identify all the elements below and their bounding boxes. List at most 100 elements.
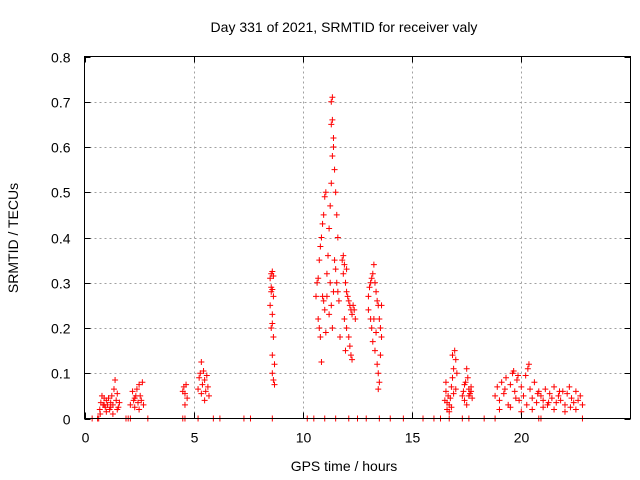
data-point (498, 379, 505, 386)
data-point (334, 234, 341, 241)
data-point (270, 377, 277, 384)
data-point (205, 392, 212, 399)
data-point (377, 325, 384, 331)
data-point (116, 399, 123, 406)
data-point (103, 408, 110, 415)
data-point (341, 315, 348, 322)
data-point (341, 261, 348, 268)
data-point (267, 275, 274, 282)
data-point (365, 293, 372, 300)
data-point (368, 325, 375, 331)
data-point (542, 386, 549, 393)
data-point (465, 392, 472, 399)
data-point (131, 404, 138, 411)
data-point (327, 202, 334, 209)
data-point (496, 397, 503, 404)
data-point (347, 352, 354, 359)
data-point (329, 116, 336, 123)
data-point (371, 347, 378, 354)
data-point (197, 370, 204, 377)
data-point (333, 211, 340, 218)
data-point (377, 352, 384, 359)
y-tick-label: 0.4 (51, 231, 71, 247)
data-point (507, 381, 514, 388)
data-point (337, 334, 344, 341)
data-point (370, 261, 377, 268)
data-point (351, 306, 358, 313)
data-point (453, 370, 460, 377)
data-point (575, 397, 582, 404)
data-point (329, 325, 336, 331)
y-axis-label: SRMTID / TECUs (5, 183, 21, 293)
data-point (331, 166, 338, 173)
data-point (561, 408, 568, 415)
data-point (313, 293, 320, 300)
data-point (375, 370, 382, 377)
data-point (546, 390, 553, 397)
data-point (270, 334, 277, 341)
data-point (572, 388, 579, 395)
axis-ticks (84, 56, 631, 420)
data-point (198, 358, 205, 365)
data-point (452, 356, 459, 363)
data-point (449, 352, 456, 359)
data-point (270, 293, 277, 300)
data-point (540, 404, 547, 411)
data-point (316, 325, 323, 331)
data-point (464, 374, 471, 381)
data-point (316, 257, 323, 264)
data-point (328, 302, 335, 309)
data-point (343, 288, 350, 295)
data-point (127, 401, 134, 408)
data-point (515, 372, 522, 379)
data-point (503, 374, 510, 381)
data-point (378, 302, 385, 309)
data-point (327, 279, 334, 286)
data-point (374, 361, 381, 368)
y-tick-label: 0.6 (51, 140, 71, 156)
x-tick-label: 20 (514, 430, 530, 446)
data-point (373, 288, 380, 295)
data-point (319, 220, 326, 227)
data-point (136, 381, 143, 388)
data-point (321, 306, 328, 313)
data-point (105, 395, 112, 402)
data-point (323, 293, 330, 300)
data-point (269, 352, 276, 359)
data-point (442, 379, 449, 386)
data-point (317, 334, 324, 341)
data-point (518, 383, 525, 390)
data-point (350, 302, 357, 309)
data-points (89, 94, 586, 422)
data-point (343, 266, 350, 273)
data-point (184, 395, 191, 402)
tick-labels: 0 0.1 0.2 0.3 0.4 0.5 0.6 0.7 0.8 0 5 10 15 20 (51, 50, 529, 446)
data-point (340, 252, 347, 259)
data-point (567, 404, 574, 411)
data-point (551, 383, 558, 390)
data-point (199, 381, 206, 388)
data-point (198, 390, 205, 397)
data-point (342, 279, 349, 286)
data-point (320, 211, 327, 218)
data-point (101, 401, 108, 408)
data-point (108, 392, 115, 399)
x-tick-label: 15 (405, 430, 421, 446)
data-point (345, 297, 352, 304)
data-point (449, 374, 456, 381)
data-point (181, 390, 188, 397)
data-point (548, 395, 555, 402)
x-tick-label: 5 (191, 430, 199, 446)
data-point (577, 392, 584, 399)
data-point (344, 293, 351, 300)
data-point (107, 404, 114, 411)
data-point (376, 315, 383, 322)
data-point (507, 404, 514, 411)
y-tick-label: 0 (63, 412, 71, 428)
data-point (572, 406, 579, 413)
data-point (500, 390, 507, 397)
data-point (525, 361, 532, 368)
data-point (501, 386, 508, 393)
data-point (369, 338, 376, 345)
y-tick-label: 0.8 (51, 50, 71, 66)
